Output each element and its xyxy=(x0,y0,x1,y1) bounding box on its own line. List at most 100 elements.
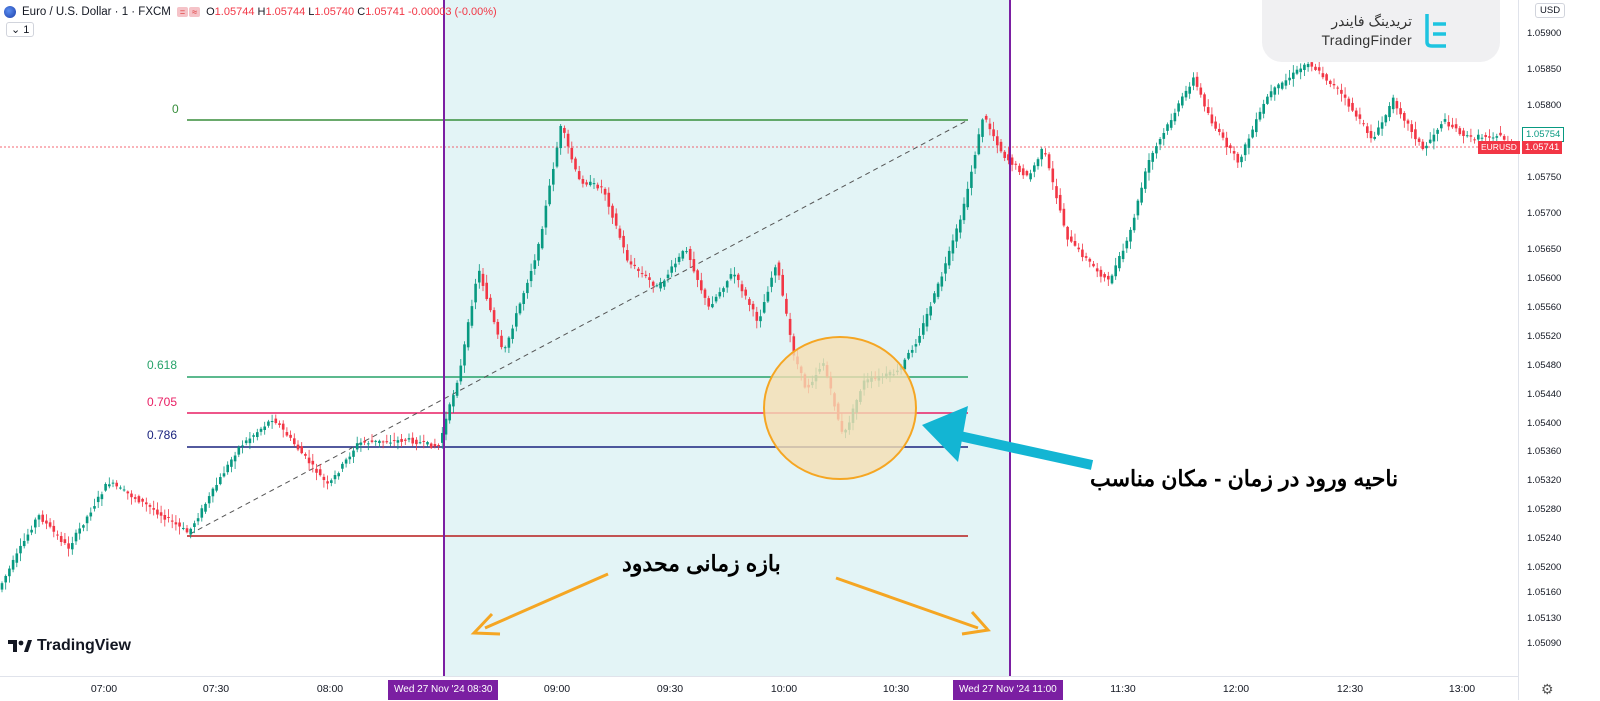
high-value: 1.05744 xyxy=(265,6,306,18)
candle-body xyxy=(455,382,459,396)
candle-body xyxy=(204,503,207,512)
candle-body xyxy=(1040,148,1043,160)
candle-body xyxy=(59,536,63,542)
candle-body xyxy=(1373,136,1376,139)
settings-gear-icon[interactable]: ⚙ xyxy=(1541,681,1554,697)
candle-body xyxy=(1232,151,1236,154)
candle-body xyxy=(685,251,688,253)
candle-body xyxy=(618,228,622,238)
candle-body xyxy=(385,441,389,443)
candle-body xyxy=(570,147,574,160)
candle-body xyxy=(189,528,192,535)
candle-body xyxy=(30,529,33,533)
candle-body xyxy=(1354,110,1358,117)
equivalence-badge[interactable]: = ≈ xyxy=(176,7,201,17)
candle-body xyxy=(1417,138,1421,142)
candle-body xyxy=(1195,76,1199,87)
candle-body xyxy=(267,421,270,426)
candle-body xyxy=(1336,87,1339,89)
candle-body xyxy=(1129,229,1132,242)
change-value: -0.00003 (-0.00%) xyxy=(408,6,497,18)
candle-body xyxy=(640,273,644,275)
euro-flag-icon xyxy=(4,6,16,18)
symbol-title[interactable]: Euro / U.S. Dollar · 1 · FXCM xyxy=(22,6,171,18)
time-axis[interactable] xyxy=(0,676,1518,701)
candle-body xyxy=(259,428,263,432)
candle-body xyxy=(315,468,318,473)
candle-body xyxy=(1121,250,1125,260)
candle-body xyxy=(651,281,655,286)
currency-selector[interactable]: USD xyxy=(1535,3,1566,18)
price-tick: 1.05480 xyxy=(1527,360,1562,371)
fib-trend-line[interactable] xyxy=(189,119,969,535)
candle-body xyxy=(1317,67,1321,71)
candle-body xyxy=(159,512,163,516)
candle-body xyxy=(1488,136,1491,138)
candle-body xyxy=(1277,84,1280,89)
price-tick: 1.05400 xyxy=(1527,418,1562,429)
candle-body xyxy=(644,274,648,277)
candle-body xyxy=(607,192,611,207)
candle-body xyxy=(1225,137,1228,148)
candle-body xyxy=(230,459,233,467)
price-chart[interactable] xyxy=(0,0,1518,676)
close-label: C xyxy=(357,6,366,18)
candle-body xyxy=(929,306,932,316)
candle-body xyxy=(1458,128,1462,135)
candle-body xyxy=(740,284,744,292)
candle-body xyxy=(537,243,540,261)
candle-body xyxy=(1436,129,1439,134)
price-tick: 1.05130 xyxy=(1527,613,1562,624)
candle-body xyxy=(1088,258,1092,262)
tradingview-logo[interactable]: TradingView xyxy=(8,637,131,655)
candle-body xyxy=(256,432,259,438)
candle-body xyxy=(1206,107,1210,113)
candle-body xyxy=(1029,173,1032,180)
candle-body xyxy=(1314,66,1317,70)
candle-body xyxy=(1262,103,1265,114)
candle-body xyxy=(1358,114,1362,119)
candle-body xyxy=(237,447,241,455)
time-label: 09:00 xyxy=(543,683,571,695)
candle-body xyxy=(1051,168,1055,183)
time-label: 07:00 xyxy=(90,683,118,695)
candle-body xyxy=(622,235,625,248)
candle-body xyxy=(11,559,15,570)
candle-body xyxy=(470,306,474,326)
candle-body xyxy=(185,528,189,533)
candle-body xyxy=(792,336,796,356)
candle-body xyxy=(1058,194,1062,211)
ohlc-values: O1.05744 H1.05744 L1.05740 C1.05741 -0.0… xyxy=(206,6,497,18)
candle-body xyxy=(1273,87,1277,95)
price-tick: 1.05800 xyxy=(1527,100,1562,111)
candle-body xyxy=(1377,127,1380,135)
candle-body xyxy=(96,496,100,503)
fib-label-0786: 0.786 xyxy=(147,428,178,442)
time-label: 10:30 xyxy=(882,683,910,695)
candle-body xyxy=(714,296,718,302)
candle-body xyxy=(1440,124,1443,129)
candle-body xyxy=(1092,263,1095,267)
candle-body xyxy=(126,491,130,494)
symbol-header[interactable]: Euro / U.S. Dollar · 1 · FXCM = ≈ O1.057… xyxy=(4,3,497,21)
candles-group xyxy=(0,56,1513,593)
candle-body xyxy=(1240,156,1243,163)
candle-body xyxy=(1173,112,1177,122)
candle-body xyxy=(988,123,992,130)
price-scale[interactable] xyxy=(1518,0,1600,700)
candle-body xyxy=(1229,145,1232,149)
candle-body xyxy=(307,457,311,464)
candle-body xyxy=(907,352,910,359)
candle-body xyxy=(1280,82,1284,89)
candle-body xyxy=(463,344,466,366)
candle-body xyxy=(559,125,562,149)
candle-body xyxy=(585,182,588,185)
candle-body xyxy=(348,456,352,460)
candle-body xyxy=(1007,154,1010,161)
candle-body xyxy=(248,438,252,444)
candle-body xyxy=(167,516,170,518)
candle-body xyxy=(219,477,222,485)
indicator-collapse-toggle[interactable]: ⌄ 1 xyxy=(6,22,35,37)
candle-body xyxy=(600,186,603,188)
candle-body xyxy=(910,349,914,353)
